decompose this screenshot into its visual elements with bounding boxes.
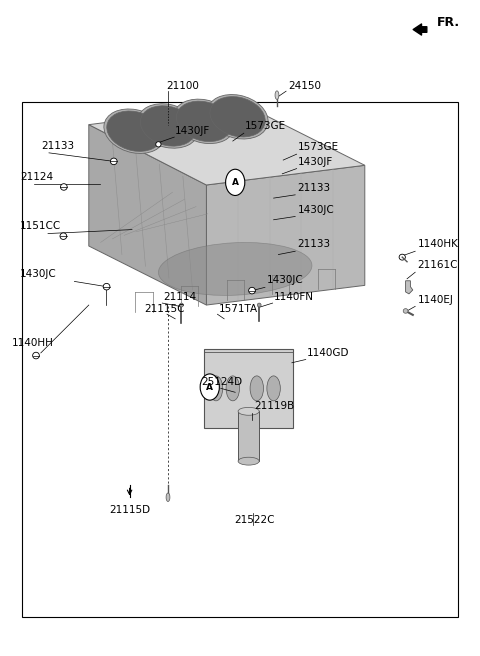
Ellipse shape — [238, 407, 259, 415]
Circle shape — [200, 374, 219, 400]
Ellipse shape — [275, 91, 279, 99]
FancyArrowPatch shape — [413, 24, 427, 35]
Ellipse shape — [173, 99, 235, 144]
Ellipse shape — [140, 106, 196, 146]
Text: 21133: 21133 — [298, 183, 331, 193]
Text: FR.: FR. — [437, 16, 460, 30]
Text: 21161C: 21161C — [418, 260, 458, 270]
Ellipse shape — [238, 457, 259, 465]
Text: 21115D: 21115D — [109, 505, 150, 515]
Text: 1430JC: 1430JC — [266, 276, 303, 285]
Text: A: A — [232, 178, 239, 187]
Ellipse shape — [267, 376, 280, 401]
Text: 1140HH: 1140HH — [12, 338, 54, 348]
Ellipse shape — [60, 233, 67, 239]
Ellipse shape — [137, 104, 199, 148]
Ellipse shape — [210, 96, 265, 137]
Ellipse shape — [257, 303, 261, 307]
Text: 1573GE: 1573GE — [298, 142, 339, 152]
Ellipse shape — [250, 376, 264, 401]
Ellipse shape — [104, 109, 165, 154]
Text: 21100: 21100 — [166, 81, 199, 91]
Text: 1140EJ: 1140EJ — [418, 295, 454, 305]
Polygon shape — [406, 281, 413, 294]
Text: 1430JC: 1430JC — [20, 269, 57, 279]
Ellipse shape — [158, 243, 312, 295]
Text: 1140GD: 1140GD — [307, 348, 350, 358]
Bar — [22, 102, 458, 617]
Text: 24150: 24150 — [288, 81, 321, 91]
Ellipse shape — [110, 158, 117, 165]
Ellipse shape — [180, 303, 183, 307]
Text: 21119B: 21119B — [254, 401, 295, 411]
Text: 1140HK: 1140HK — [418, 239, 458, 249]
Ellipse shape — [156, 142, 161, 147]
Text: 25124D: 25124D — [202, 377, 243, 387]
Ellipse shape — [403, 308, 408, 314]
Text: 21115C: 21115C — [144, 304, 184, 314]
Ellipse shape — [207, 94, 268, 139]
Ellipse shape — [399, 254, 405, 260]
Ellipse shape — [166, 493, 170, 501]
Polygon shape — [89, 125, 206, 305]
Ellipse shape — [176, 101, 232, 142]
Text: 21133: 21133 — [298, 239, 331, 249]
Circle shape — [226, 169, 245, 195]
Text: 1573GE: 1573GE — [245, 121, 286, 131]
Ellipse shape — [226, 376, 240, 401]
Ellipse shape — [60, 184, 67, 190]
Text: 21133: 21133 — [41, 141, 74, 151]
Text: 1151CC: 1151CC — [20, 221, 61, 231]
Ellipse shape — [249, 287, 255, 294]
Text: 1430JF: 1430JF — [298, 157, 333, 167]
Bar — [204, 349, 293, 428]
Ellipse shape — [209, 376, 223, 401]
Text: 1571TA: 1571TA — [218, 304, 258, 314]
Ellipse shape — [103, 283, 110, 290]
Ellipse shape — [107, 111, 162, 152]
Ellipse shape — [33, 352, 39, 359]
Text: 21522C: 21522C — [234, 515, 275, 525]
Text: 1430JF: 1430JF — [175, 126, 210, 136]
Bar — [238, 411, 259, 461]
Polygon shape — [206, 165, 365, 305]
Text: 21124: 21124 — [20, 173, 53, 182]
Text: 1140FN: 1140FN — [274, 292, 313, 302]
Text: 1430JC: 1430JC — [298, 205, 335, 215]
Polygon shape — [89, 105, 365, 185]
Text: A: A — [206, 382, 213, 392]
Text: 21114: 21114 — [163, 292, 196, 302]
